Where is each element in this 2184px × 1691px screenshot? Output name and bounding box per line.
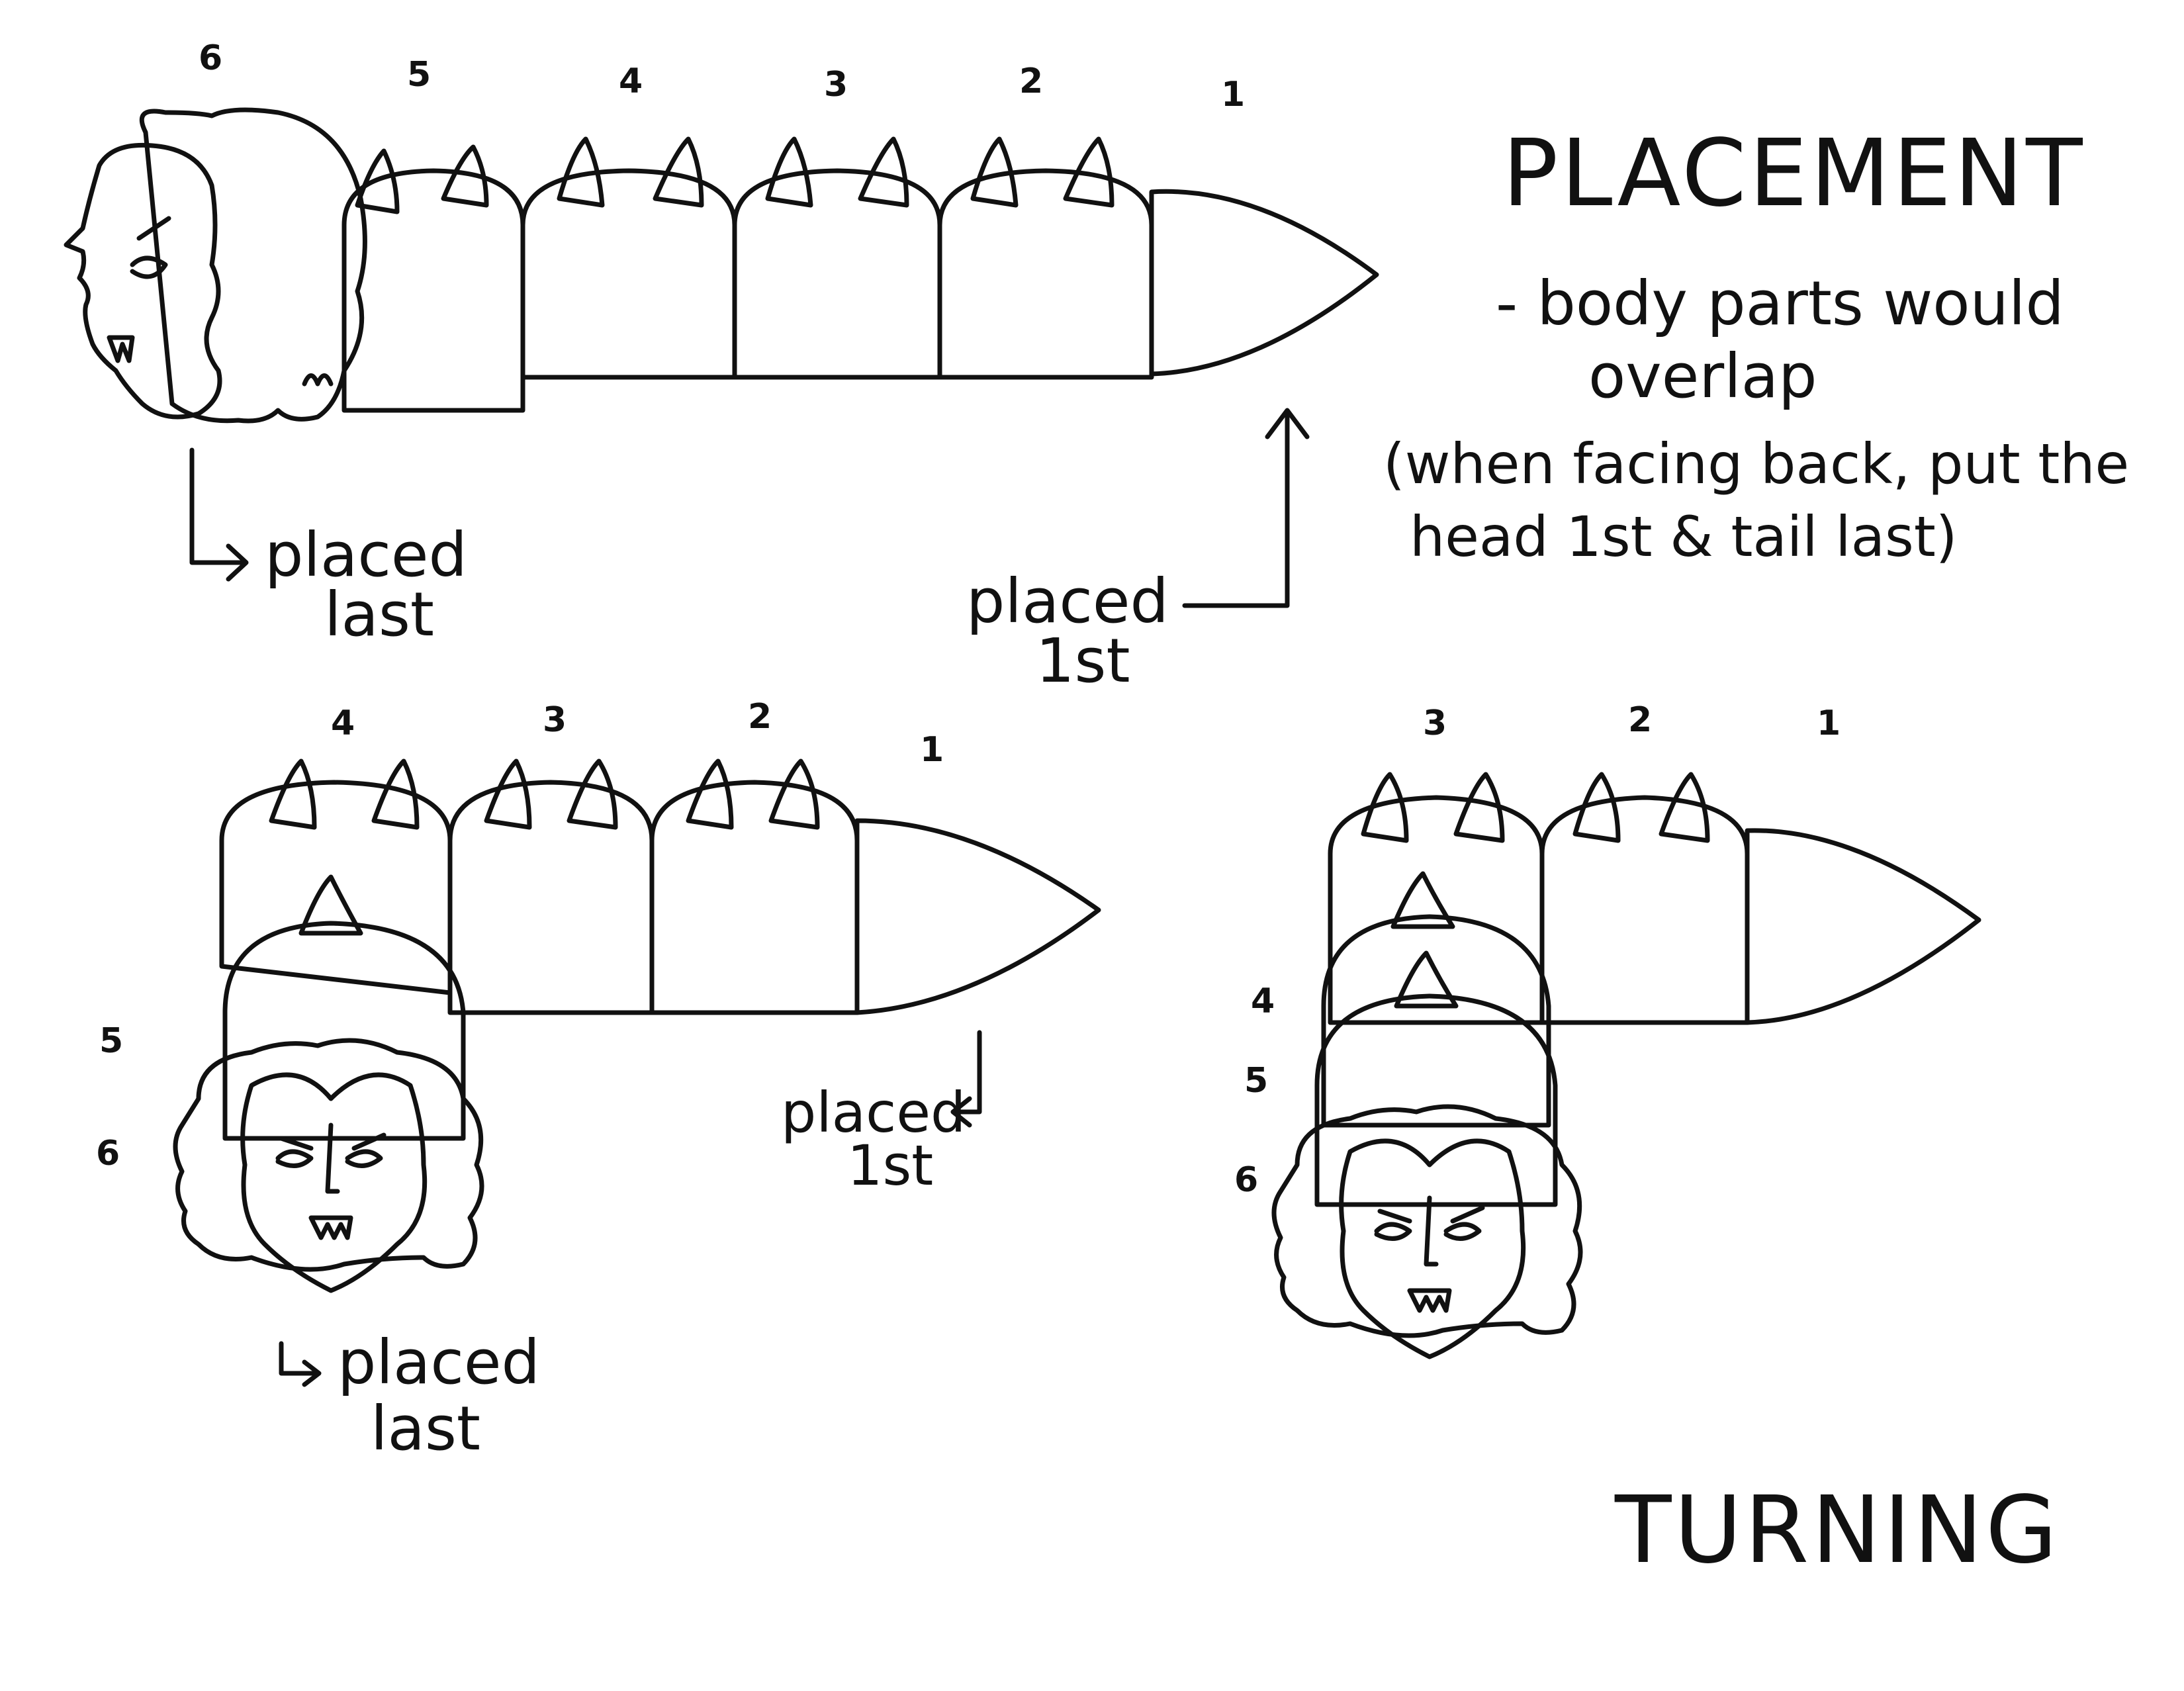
turning-left-number-3: 3 xyxy=(543,700,567,740)
spike-icon xyxy=(1390,871,1455,929)
turning-left-number-6: 6 xyxy=(96,1134,120,1173)
placement-note-line2: overlap xyxy=(1588,341,1817,412)
body-segment-5 xyxy=(222,874,466,1141)
fang-icon xyxy=(308,1215,353,1240)
head-front xyxy=(173,1038,484,1293)
eye-icon xyxy=(345,1149,383,1168)
arrow-turning-first xyxy=(950,1030,982,1128)
placement-number-2: 2 xyxy=(1019,62,1043,101)
turning-right-number-6: 6 xyxy=(1234,1160,1258,1200)
arrow-placed-first xyxy=(1182,408,1310,608)
eye-icon xyxy=(130,255,168,279)
eye-icon xyxy=(275,1149,314,1168)
turning-left-last-label: placed xyxy=(338,1327,540,1398)
placement-first-label: placed xyxy=(966,566,1169,637)
fang-icon xyxy=(107,335,135,363)
spike-icon xyxy=(1453,772,1505,843)
body-segment-2 xyxy=(649,758,860,1015)
turning-right-number-2: 2 xyxy=(1628,700,1652,740)
head-front xyxy=(1271,1104,1583,1359)
spike-icon xyxy=(557,136,605,208)
placement-last-label-2: last xyxy=(324,579,434,650)
placement-title: PLACEMENT xyxy=(1502,120,2085,228)
body-segment-3 xyxy=(732,136,942,380)
arrow-turning-last xyxy=(279,1341,322,1387)
body-segment-5 xyxy=(341,144,525,413)
turning-left-number-4: 4 xyxy=(331,704,355,743)
body-segment-5 xyxy=(1314,950,1558,1207)
fang-icon xyxy=(1407,1288,1452,1313)
spike-icon xyxy=(1361,772,1409,843)
turning-right-number-4: 4 xyxy=(1251,982,1275,1021)
tail-segment-1 xyxy=(854,818,1101,1015)
spike-icon xyxy=(653,136,704,208)
turning-right-number-3: 3 xyxy=(1423,704,1447,743)
eye-icon xyxy=(1374,1222,1412,1241)
tail-segment-1 xyxy=(1745,828,1981,1025)
placement-number-4: 4 xyxy=(619,62,643,101)
spike-icon xyxy=(484,758,532,830)
turning-right-caterpillar xyxy=(1271,772,1981,1359)
spike-icon xyxy=(567,758,618,830)
placement-note-line3: (when facing back, put the xyxy=(1383,432,2129,496)
placement-number-3: 3 xyxy=(824,65,848,105)
body-segment-3 xyxy=(447,758,655,1015)
turning-left-first-label: placed xyxy=(781,1080,966,1145)
spike-icon xyxy=(1394,950,1459,1009)
spike-icon xyxy=(1659,772,1710,843)
placement-last-label: placed xyxy=(265,520,467,590)
body-segment-2 xyxy=(937,136,1154,380)
spike-icon xyxy=(269,758,317,830)
spike-icon xyxy=(1063,136,1115,208)
spike-icon xyxy=(768,758,820,830)
placement-first-label-2: 1st xyxy=(1036,625,1130,696)
tail-segment-1 xyxy=(1149,189,1379,377)
turning-right-number-1: 1 xyxy=(1817,704,1841,743)
turning-left-last-label-2: last xyxy=(371,1393,480,1464)
placement-number-6: 6 xyxy=(199,38,222,78)
spike-icon xyxy=(441,144,489,208)
turning-right-number-5: 5 xyxy=(1244,1061,1268,1101)
spike-icon xyxy=(686,758,734,830)
placement-number-1: 1 xyxy=(1221,75,1245,114)
body-segment-2 xyxy=(1539,772,1750,1025)
body-segment-4 xyxy=(219,758,453,995)
placement-number-5: 5 xyxy=(407,55,431,95)
head-profile xyxy=(64,107,367,424)
placement-note-line4: head 1st & tail last) xyxy=(1410,504,1958,569)
turning-left-first-label-2: 1st xyxy=(847,1133,933,1198)
spike-icon xyxy=(298,874,363,936)
spike-icon xyxy=(355,148,400,214)
turning-left-caterpillar xyxy=(173,758,1101,1293)
spike-icon xyxy=(371,758,420,830)
spike-icon xyxy=(765,136,813,208)
turning-left-number-5: 5 xyxy=(99,1021,123,1061)
spike-icon xyxy=(858,136,909,208)
turning-left-number-2: 2 xyxy=(748,697,772,737)
turning-title: TURNING xyxy=(1614,1477,2060,1584)
body-segment-4 xyxy=(1321,871,1551,1128)
body-segment-3 xyxy=(1328,772,1545,1025)
spike-icon xyxy=(970,136,1019,208)
eye-icon xyxy=(1443,1222,1482,1241)
body-segment-4 xyxy=(520,136,737,380)
turning-left-number-1: 1 xyxy=(920,730,944,770)
arrow-placed-last xyxy=(189,447,249,582)
placement-note-line1: - body parts would xyxy=(1496,268,2064,339)
spike-icon xyxy=(1572,772,1621,843)
placement-caterpillar xyxy=(64,107,1379,424)
